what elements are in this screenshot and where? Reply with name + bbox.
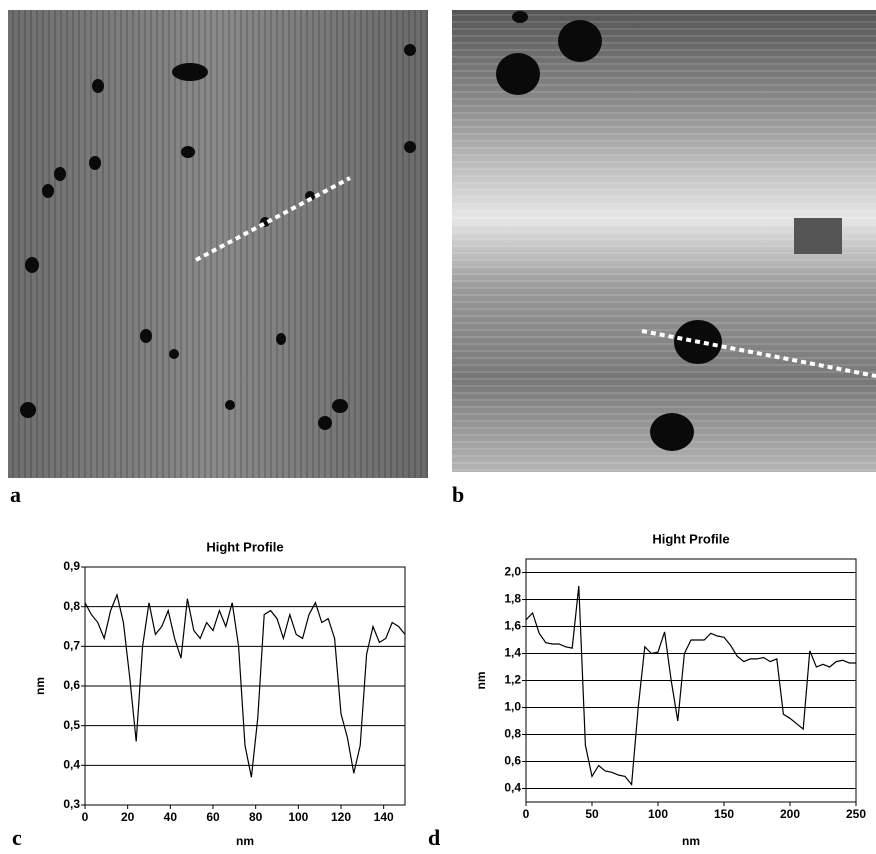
plot-frame (84, 566, 406, 806)
x-tick-label: 200 (780, 807, 800, 821)
y-tick-label: 2,0 (504, 565, 521, 579)
afm-image-a (8, 10, 428, 478)
x-tick-label: 140 (374, 810, 394, 824)
x-tick-label: 100 (648, 807, 668, 821)
y-axis-label: nm (33, 677, 47, 695)
y-tick-label: 0,4 (63, 758, 80, 772)
x-tick-label: 0 (82, 810, 89, 824)
y-tick-label: 0,8 (504, 727, 521, 741)
x-tick-label: 120 (331, 810, 351, 824)
y-tick-label: 1,6 (504, 619, 521, 633)
x-tick-label: 50 (585, 807, 599, 821)
profile-line (84, 592, 406, 778)
y-tick-label: 0,3 (63, 797, 80, 811)
y-tick-label: 1,4 (504, 646, 521, 660)
profile-line (525, 585, 856, 787)
panel-label: a (10, 482, 21, 507)
x-tick-label: 40 (164, 810, 178, 824)
x-tick-label: 250 (846, 807, 866, 821)
y-tick-label: 1,8 (504, 592, 521, 606)
panel-label: c (12, 825, 22, 849)
afm-image-b (452, 10, 876, 472)
x-tick-label: 20 (121, 810, 135, 824)
x-tick-label: 150 (714, 807, 734, 821)
x-tick-label: 0 (523, 807, 530, 821)
x-tick-label: 100 (288, 810, 308, 824)
chart-title: Hight Profile (652, 531, 729, 546)
y-tick-label: 0,9 (63, 559, 80, 573)
panel-label: d (428, 825, 440, 849)
x-tick-label: 80 (249, 810, 263, 824)
x-axis-label: nm (682, 834, 700, 848)
y-tick-label: 1,0 (504, 700, 521, 714)
y-tick-label: 0,5 (63, 718, 80, 732)
plot-frame (525, 558, 857, 803)
chart-title: Hight Profile (206, 539, 283, 554)
panel-label: b (452, 482, 464, 507)
y-tick-label: 0,6 (63, 678, 80, 692)
y-axis-label: nm (474, 672, 488, 690)
y-tick-label: 0,6 (504, 754, 521, 768)
y-tick-label: 0,4 (504, 781, 521, 795)
x-axis-label: nm (236, 834, 254, 848)
x-tick-label: 60 (206, 810, 220, 824)
y-tick-label: 0,7 (63, 639, 80, 653)
y-tick-label: 1,2 (504, 673, 521, 687)
y-tick-label: 0,8 (63, 599, 80, 613)
